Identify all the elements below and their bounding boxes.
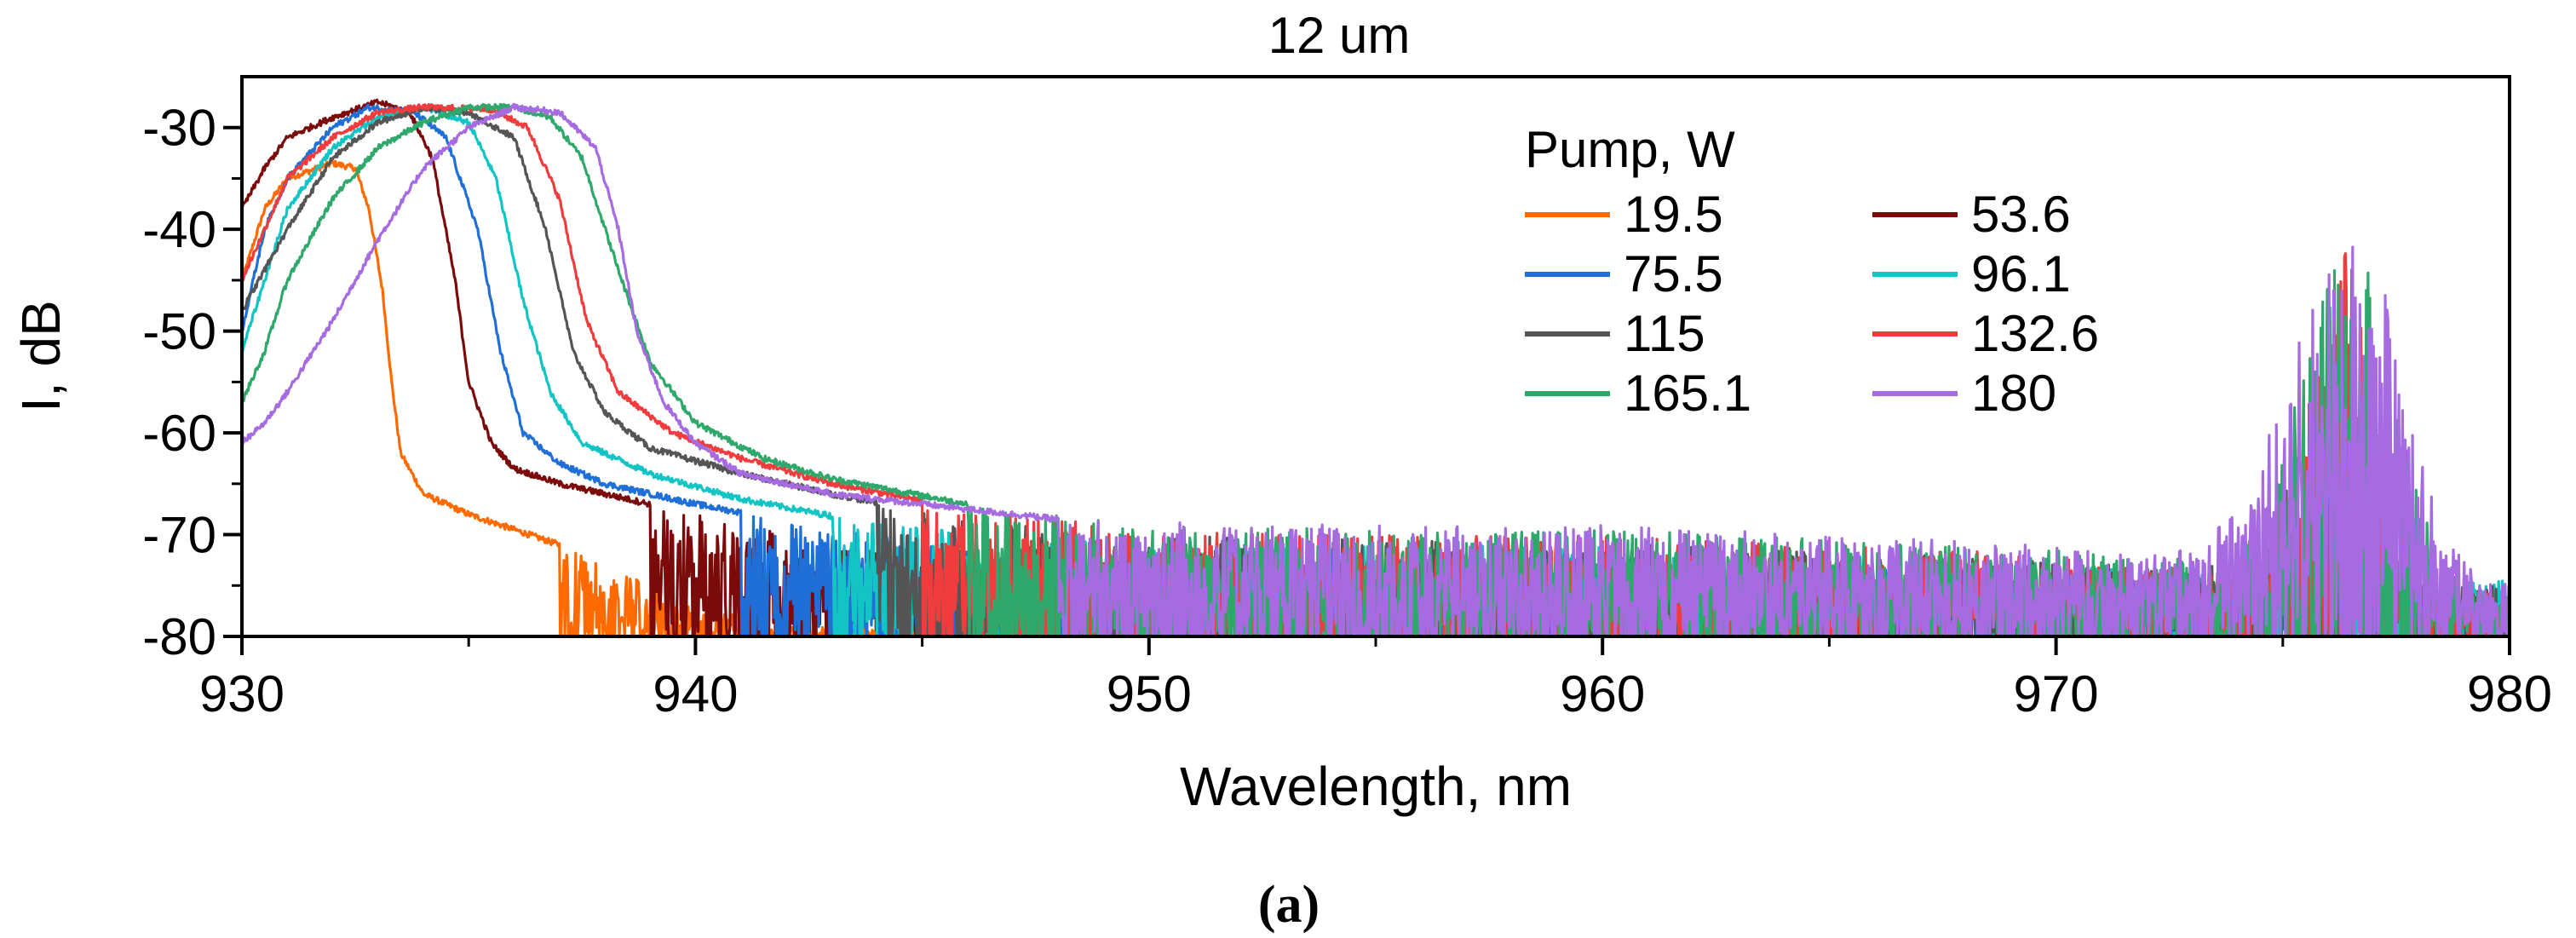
figure-caption: (a) xyxy=(1258,876,1320,934)
legend-label-132.6: 132.6 xyxy=(1971,305,2099,362)
legend-title: Pump, W xyxy=(1525,121,1735,178)
legend-label-96.1: 96.1 xyxy=(1971,245,2071,302)
x-tick-label: 970 xyxy=(2014,665,2099,722)
y-tick-label: -40 xyxy=(142,201,216,258)
legend-label-180: 180 xyxy=(1971,365,2056,422)
x-tick-label: 960 xyxy=(1560,665,1645,722)
y-tick-label: -70 xyxy=(142,507,216,564)
x-tick-label: 980 xyxy=(2467,665,2552,722)
x-tick-label: 930 xyxy=(199,665,285,722)
y-tick-label: -50 xyxy=(142,303,216,360)
ticks-layer: 930 940 950 960 970 980 -30 -40 -50 -60 -70 -80 xyxy=(142,100,2552,722)
series-layer xyxy=(240,98,2511,638)
legend-label-19.5: 19.5 xyxy=(1624,186,1723,243)
legend-label-53.6: 53.6 xyxy=(1971,186,2071,243)
chart-title: 12 um xyxy=(1268,7,1411,64)
x-tick-label: 950 xyxy=(1107,665,1192,722)
y-axis-label: I, dB xyxy=(10,300,72,412)
x-axis-label: Wavelength, nm xyxy=(1180,756,1572,817)
legend-label-115: 115 xyxy=(1624,305,1705,362)
legend: Pump, W 19.5 53.6 75.5 96.1 115 132.6 165.1 180 xyxy=(1525,121,2099,422)
y-tick-label: -80 xyxy=(142,608,216,665)
x-tick-label: 940 xyxy=(653,665,738,722)
y-tick-label: -60 xyxy=(142,405,216,462)
y-tick-label: -30 xyxy=(142,100,216,157)
legend-label-165.1: 165.1 xyxy=(1624,365,1751,422)
legend-label-75.5: 75.5 xyxy=(1624,245,1723,302)
